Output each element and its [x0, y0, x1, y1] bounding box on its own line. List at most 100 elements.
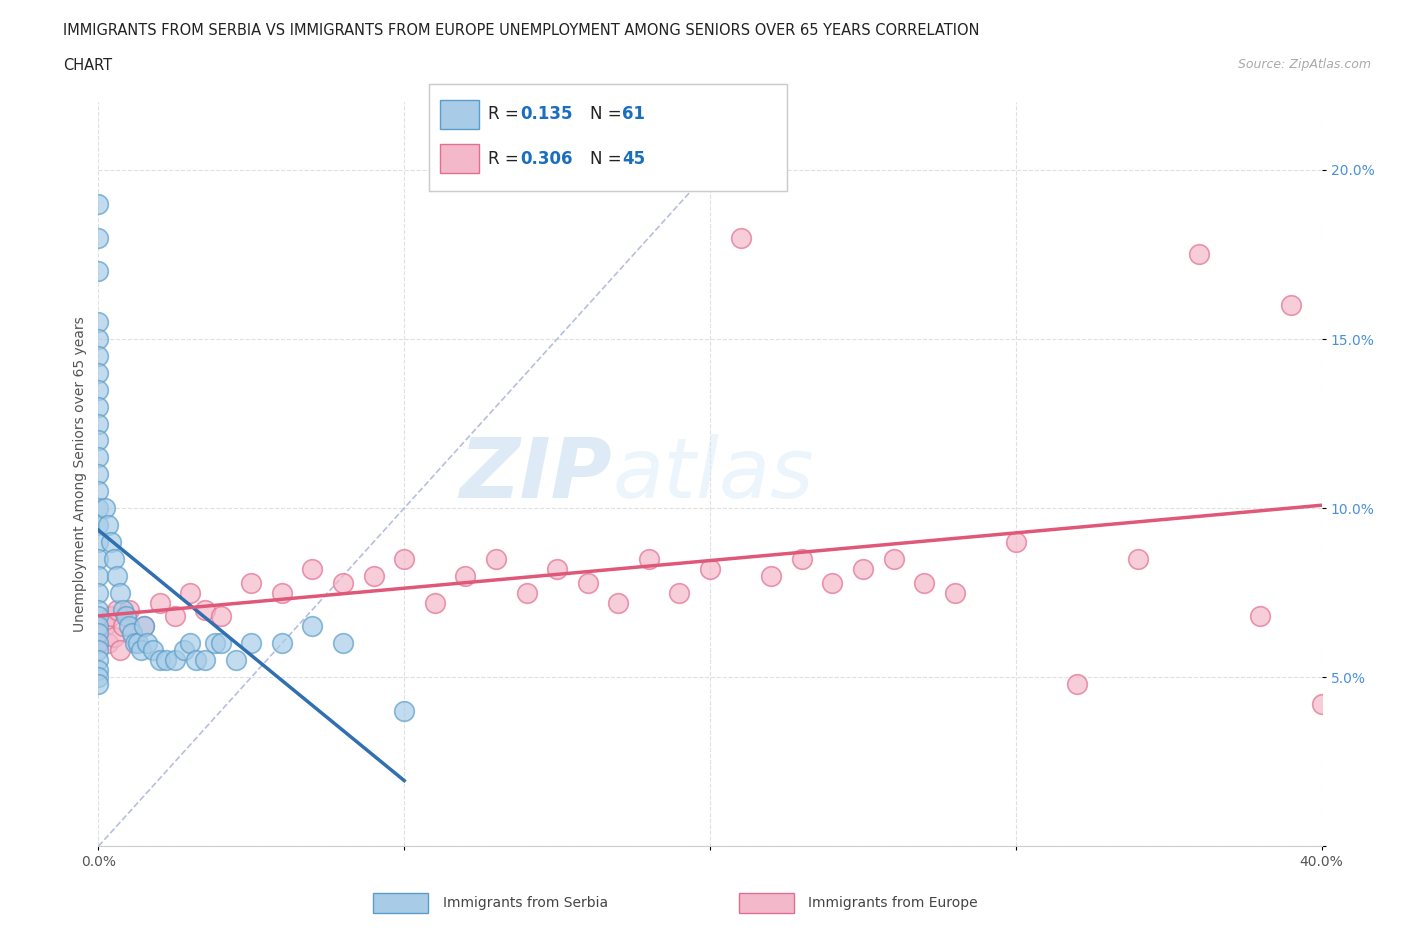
Point [332, 575, 354, 590]
Point [108, 585, 131, 600]
Point [87, 551, 110, 566]
Text: Immigrants from Serbia: Immigrants from Serbia [443, 896, 607, 910]
Point [121, 626, 143, 641]
Point [111, 602, 134, 617]
Point [155, 653, 177, 668]
Point [108, 643, 131, 658]
Point [87, 500, 110, 515]
Point [124, 636, 146, 651]
Text: IMMIGRANTS FROM SERBIA VS IMMIGRANTS FROM EUROPE UNEMPLOYMENT AMONG SENIORS OVER: IMMIGRANTS FROM SERBIA VS IMMIGRANTS FRO… [63, 23, 980, 38]
Point [301, 619, 323, 634]
Point [163, 653, 186, 668]
Point [149, 653, 172, 668]
Point [392, 704, 416, 719]
Point [87, 643, 110, 658]
Point [240, 636, 263, 651]
Y-axis label: Unemployment Among Seniors over 65 years: Unemployment Among Seniors over 65 years [73, 316, 87, 632]
Point [134, 619, 156, 634]
Point [87, 568, 110, 583]
Point [87, 467, 110, 482]
Point [136, 636, 159, 651]
Point [363, 568, 385, 583]
Point [607, 595, 630, 610]
Text: 0.306: 0.306 [520, 150, 572, 167]
Point [194, 602, 217, 617]
Point [87, 676, 110, 691]
Text: R =: R = [488, 150, 519, 167]
Point [194, 653, 217, 668]
Point [87, 626, 110, 641]
Text: R =: R = [488, 105, 519, 124]
Point [87, 663, 110, 678]
Point [103, 551, 125, 566]
Text: atlas: atlas [612, 433, 814, 515]
Point [637, 551, 661, 566]
Point [301, 562, 323, 577]
Point [392, 551, 416, 566]
FancyBboxPatch shape [440, 144, 479, 173]
Point [93, 500, 115, 515]
Point [186, 653, 208, 668]
Point [87, 518, 110, 533]
Point [103, 630, 125, 644]
FancyBboxPatch shape [740, 894, 794, 912]
Point [1004, 535, 1026, 550]
Point [270, 636, 292, 651]
Point [912, 575, 935, 590]
Point [485, 551, 508, 566]
Point [100, 535, 122, 550]
Point [87, 264, 110, 279]
Text: Source: ZipAtlas.com: Source: ZipAtlas.com [1237, 58, 1371, 71]
Point [87, 332, 110, 347]
Point [87, 535, 110, 550]
Point [546, 562, 568, 577]
Point [699, 562, 721, 577]
Point [127, 636, 149, 651]
Point [759, 568, 782, 583]
Point [1279, 298, 1302, 312]
Point [204, 636, 226, 651]
Point [105, 568, 128, 583]
Point [516, 585, 538, 600]
Point [576, 575, 599, 590]
Point [240, 575, 263, 590]
Point [173, 643, 195, 658]
Point [87, 609, 110, 624]
Point [943, 585, 966, 600]
Point [179, 585, 201, 600]
Text: ZIP: ZIP [460, 433, 612, 515]
Point [423, 595, 446, 610]
Point [821, 575, 844, 590]
FancyBboxPatch shape [374, 894, 429, 912]
Point [87, 314, 110, 329]
Point [97, 518, 120, 533]
Point [100, 609, 122, 624]
Point [87, 399, 110, 414]
Text: 61: 61 [623, 105, 645, 124]
Point [668, 585, 690, 600]
Point [852, 562, 875, 577]
Point [87, 670, 110, 684]
Point [87, 653, 110, 668]
Text: CHART: CHART [63, 58, 112, 73]
Point [111, 619, 134, 634]
Text: 45: 45 [623, 150, 645, 167]
Point [129, 643, 152, 658]
Point [87, 416, 110, 431]
Point [105, 602, 128, 617]
Point [87, 484, 110, 498]
Point [142, 643, 165, 658]
Point [93, 619, 115, 634]
Point [87, 450, 110, 465]
Point [454, 568, 477, 583]
Text: N =: N = [591, 105, 621, 124]
Point [134, 619, 156, 634]
FancyBboxPatch shape [440, 100, 479, 129]
Point [87, 585, 110, 600]
Point [225, 653, 247, 668]
Point [87, 349, 110, 364]
Point [790, 551, 813, 566]
Point [209, 609, 232, 624]
Point [209, 636, 232, 651]
Point [270, 585, 292, 600]
